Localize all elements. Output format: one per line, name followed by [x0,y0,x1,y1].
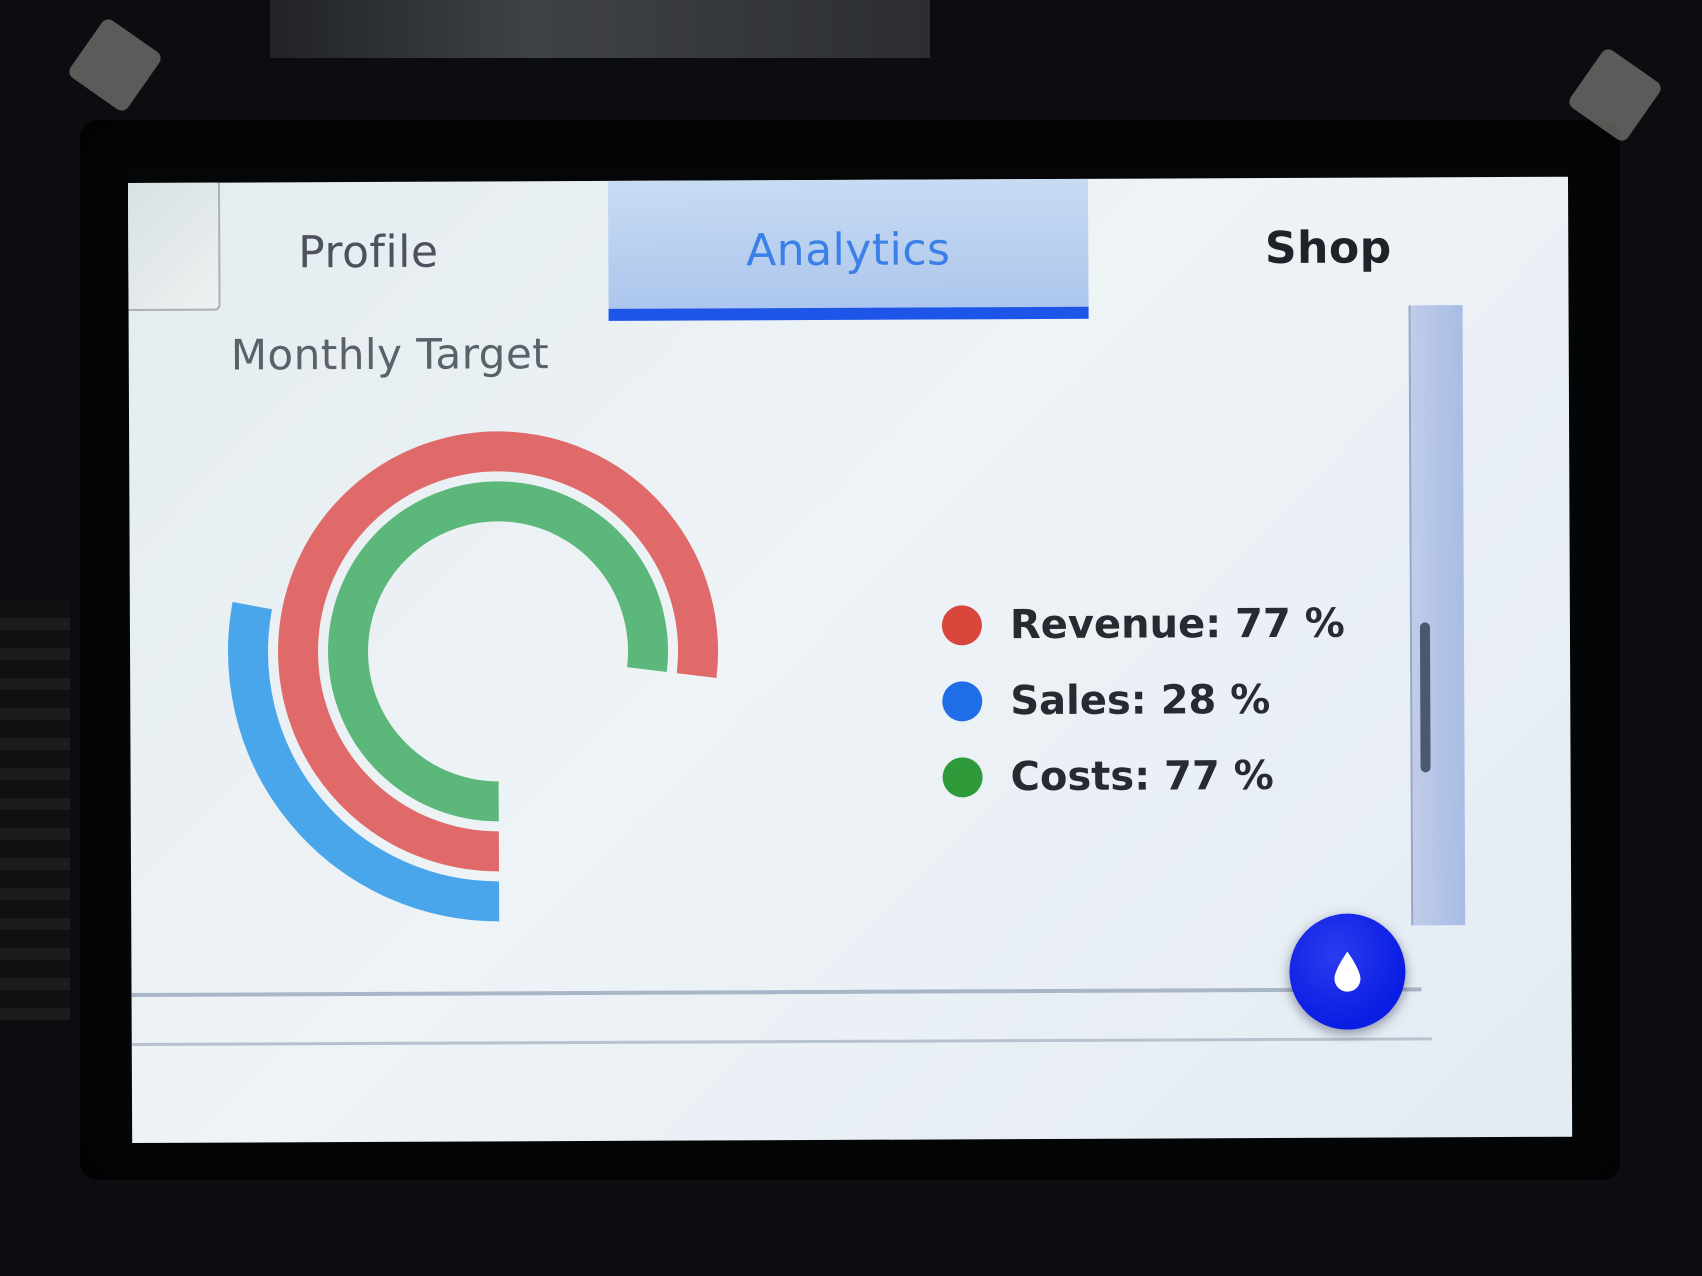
divider [131,987,1422,997]
legend-label: Sales: 28 % [1010,677,1271,725]
legend-dot [942,681,983,722]
legend-item-revenue: Revenue: 77 % [941,586,1345,664]
arc-costs [328,481,669,822]
arc-chart [228,431,719,922]
water-drop-icon [1334,951,1361,992]
background-object [270,0,930,58]
floating-action-button[interactable] [1289,913,1406,1030]
tab-shop[interactable]: Shop [1088,177,1569,319]
device-screen: Profile Analytics Shop Monthly Target Re… [128,176,1573,1143]
legend-item-costs: Costs: 77 % [942,738,1345,816]
legend-dot [941,605,983,646]
divider [131,1037,1432,1046]
scrollbar-thumb[interactable] [1419,622,1431,773]
arc-revenue [278,431,719,872]
chart-legend: Revenue: 77 % Sales: 28 % Costs: 77 % [941,586,1346,816]
legend-label: Costs: 77 % [1010,753,1274,801]
mounting-tape [66,16,164,114]
background-object [0,600,70,1020]
legend-item-sales: Sales: 28 % [942,662,1345,740]
legend-dot [942,757,983,798]
tab-label: Shop [1264,221,1392,274]
legend-label: Revenue: 77 % [1009,600,1345,649]
arc-sales [228,601,500,922]
scrollbar-track[interactable] [1408,305,1466,926]
